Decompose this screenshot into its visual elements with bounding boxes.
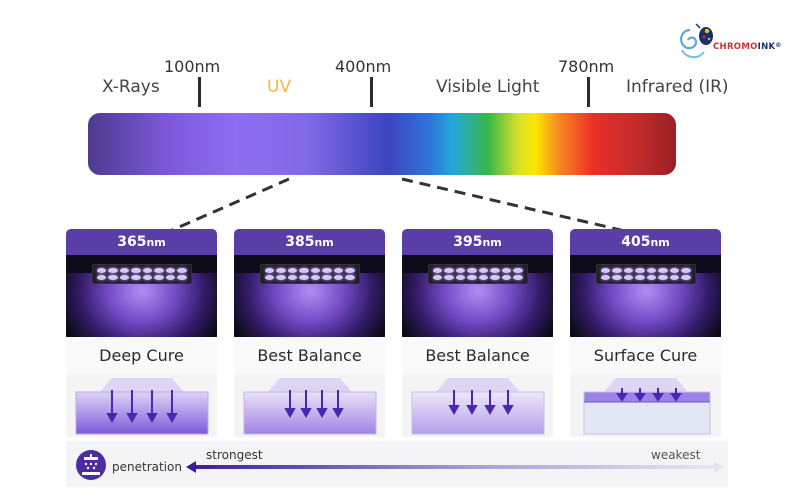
penetration-diagram-surface (570, 374, 721, 437)
tick-400nm (370, 77, 373, 107)
wavelength-100nm: 100nm (164, 57, 221, 76)
penetration-icon (76, 450, 106, 480)
uv-lamp-image (66, 255, 217, 337)
region-infrared: Infrared (IR) (626, 77, 729, 97)
cure-type-label: Surface Cure (570, 337, 721, 374)
weakest-label: weakest (651, 448, 701, 462)
uv-lamp-image (402, 255, 553, 337)
card-395nm: 395 nm Best Balance (402, 229, 553, 437)
tick-100nm (198, 77, 201, 107)
cure-type-label: Best Balance (402, 337, 553, 374)
region-uv: UV (267, 77, 292, 97)
card-wavelength-header: 405 nm (570, 229, 721, 255)
uv-lamp-image (570, 255, 721, 337)
region-visible-light: Visible Light (436, 77, 540, 97)
penetration-label: penetration (112, 460, 182, 474)
penetration-scale (66, 441, 728, 487)
card-385nm: 385 nm Best Balance (234, 229, 385, 437)
wavelength-780nm: 780nm (558, 57, 615, 76)
card-405nm: 405 nm Surface Cure (570, 229, 721, 437)
penetration-diagram-balance (234, 374, 385, 437)
logo-wordmark: CHROMOINK® (713, 42, 782, 52)
penetration-diagram-balance (402, 374, 553, 437)
strongest-label: strongest (206, 448, 263, 462)
wavelength-400nm: 400nm (335, 57, 392, 76)
card-365nm: 365 nm Deep Cure (66, 229, 217, 437)
uv-lamp-image (234, 255, 385, 337)
card-wavelength-header: 395 nm (402, 229, 553, 255)
strength-gradient-arrow (186, 461, 724, 473)
zoom-connector-lines (169, 177, 626, 233)
chromoink-logo (680, 23, 713, 58)
spectrum-bar (88, 113, 676, 175)
card-wavelength-header: 385 nm (234, 229, 385, 255)
cure-type-label: Deep Cure (66, 337, 217, 374)
tick-780nm (587, 77, 590, 107)
region-x-rays: X-Rays (102, 77, 160, 97)
penetration-diagram-deep (66, 374, 217, 437)
cure-type-label: Best Balance (234, 337, 385, 374)
card-wavelength-header: 365 nm (66, 229, 217, 255)
